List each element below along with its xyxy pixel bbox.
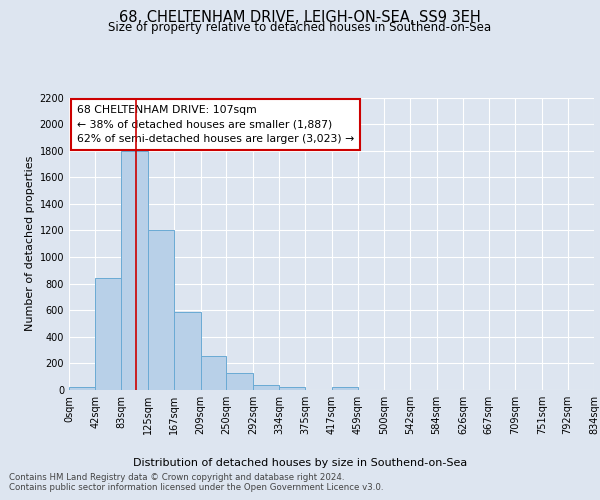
Bar <box>69 386 95 390</box>
Bar <box>174 312 200 390</box>
Text: 68 CHELTENHAM DRIVE: 107sqm
← 38% of detached houses are smaller (1,887)
62% of : 68 CHELTENHAM DRIVE: 107sqm ← 38% of det… <box>77 105 354 144</box>
Bar <box>95 278 121 390</box>
Bar <box>331 386 358 390</box>
Bar <box>148 230 174 390</box>
Text: Distribution of detached houses by size in Southend-on-Sea: Distribution of detached houses by size … <box>133 458 467 468</box>
Bar <box>226 374 253 390</box>
Bar <box>253 384 279 390</box>
Bar <box>121 150 148 390</box>
Text: Size of property relative to detached houses in Southend-on-Sea: Size of property relative to detached ho… <box>109 21 491 34</box>
Text: Contains public sector information licensed under the Open Government Licence v3: Contains public sector information licen… <box>9 482 383 492</box>
Bar <box>200 356 226 390</box>
Text: Contains HM Land Registry data © Crown copyright and database right 2024.: Contains HM Land Registry data © Crown c… <box>9 472 344 482</box>
Text: 68, CHELTENHAM DRIVE, LEIGH-ON-SEA, SS9 3EH: 68, CHELTENHAM DRIVE, LEIGH-ON-SEA, SS9 … <box>119 10 481 25</box>
Y-axis label: Number of detached properties: Number of detached properties <box>25 156 35 332</box>
Bar <box>279 386 305 390</box>
